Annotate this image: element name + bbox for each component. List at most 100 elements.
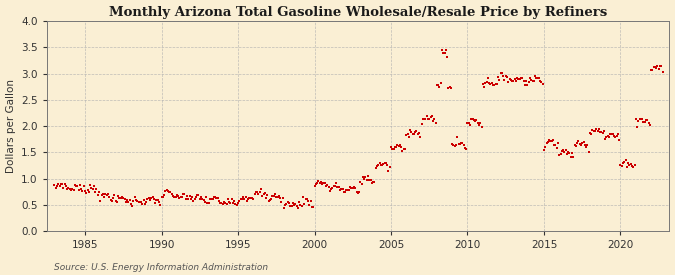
Point: [261, 195, 271, 200]
Point: [147, 195, 158, 199]
Point: [527, 79, 538, 83]
Point: [144, 198, 155, 202]
Point: [490, 82, 501, 86]
Point: [416, 122, 427, 126]
Point: [169, 195, 180, 200]
Point: [649, 65, 660, 69]
Point: [556, 148, 567, 153]
Point: [456, 141, 466, 145]
Point: [655, 64, 666, 68]
Point: [417, 117, 428, 122]
Point: [541, 141, 552, 145]
Point: [513, 77, 524, 81]
Point: [205, 197, 215, 201]
Point: [467, 117, 478, 121]
Point: [192, 193, 202, 197]
Point: [429, 116, 439, 121]
Point: [299, 202, 310, 206]
Point: [150, 201, 161, 205]
Point: [595, 130, 605, 134]
Point: [355, 180, 366, 184]
Point: [461, 147, 472, 151]
Point: [391, 145, 402, 150]
Point: [377, 163, 387, 167]
Point: [80, 189, 90, 193]
Point: [450, 144, 460, 148]
Point: [136, 200, 146, 204]
Point: [82, 188, 93, 192]
Point: [345, 185, 356, 189]
Point: [292, 206, 303, 211]
Point: [596, 130, 607, 134]
Point: [340, 190, 350, 194]
Point: [388, 147, 399, 151]
Point: [510, 79, 521, 83]
Point: [114, 196, 125, 200]
Point: [454, 142, 465, 146]
Point: [491, 82, 502, 86]
Text: Source: U.S. Energy Information Administration: Source: U.S. Energy Information Administ…: [54, 263, 268, 272]
Point: [263, 199, 274, 204]
Point: [234, 198, 244, 203]
Point: [352, 191, 363, 195]
Point: [371, 166, 381, 170]
Point: [314, 181, 325, 185]
Point: [554, 153, 565, 157]
Point: [362, 173, 373, 178]
Point: [222, 197, 233, 202]
Point: [401, 133, 412, 138]
Point: [524, 76, 535, 80]
Point: [451, 142, 462, 147]
Point: [411, 129, 422, 133]
Point: [262, 193, 273, 198]
Point: [570, 144, 581, 148]
Point: [187, 195, 198, 199]
Point: [122, 197, 132, 202]
Point: [133, 199, 144, 204]
Point: [508, 78, 519, 83]
Point: [609, 134, 620, 139]
Point: [502, 75, 512, 79]
Point: [365, 178, 376, 182]
Point: [248, 197, 259, 201]
Point: [579, 143, 590, 147]
Point: [446, 86, 456, 91]
Point: [279, 205, 290, 210]
Point: [651, 65, 661, 70]
Point: [507, 79, 518, 84]
Point: [73, 188, 84, 192]
Point: [486, 81, 497, 86]
Point: [252, 189, 263, 194]
Point: [535, 79, 545, 83]
Point: [256, 194, 267, 198]
Point: [463, 121, 474, 125]
Point: [159, 193, 169, 197]
Point: [560, 148, 571, 152]
Point: [369, 180, 380, 185]
Point: [577, 141, 588, 145]
Point: [520, 78, 531, 83]
Point: [381, 161, 392, 166]
Point: [477, 82, 488, 86]
Point: [305, 199, 316, 204]
Point: [522, 83, 533, 87]
Point: [249, 192, 260, 196]
Point: [271, 195, 281, 200]
Point: [100, 191, 111, 196]
Point: [291, 204, 302, 208]
Point: [373, 163, 383, 168]
Point: [622, 165, 632, 169]
Point: [533, 76, 544, 80]
Point: [514, 77, 525, 81]
Point: [68, 188, 79, 192]
Point: [166, 192, 177, 197]
Point: [480, 81, 491, 86]
Point: [497, 71, 508, 75]
Point: [518, 79, 529, 83]
Point: [626, 164, 637, 169]
Point: [212, 196, 223, 200]
Point: [551, 145, 562, 150]
Point: [375, 162, 386, 167]
Point: [239, 197, 250, 202]
Point: [646, 68, 657, 72]
